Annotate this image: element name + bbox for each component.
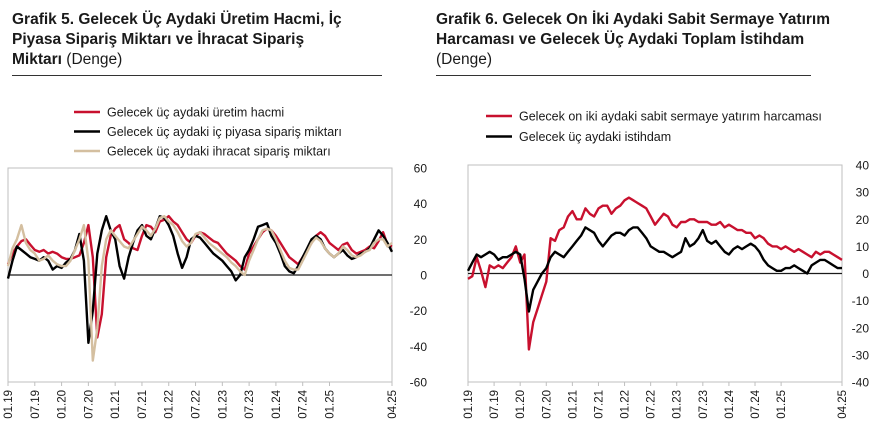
chart-canvas-right: -40 -30 -20 -10 0 10 20 30 40 01.19 07.19 01.20 07.2… [463, 110, 870, 419]
chart-title: Grafik 5. Gelecek Üç Aydaki Üretim Hacmi… [12, 10, 342, 70]
x-tick-label: 07.19 [30, 390, 42, 419]
x-tick-label: 07.24 [750, 389, 762, 418]
chart-title-line: Grafik 5. Gelecek Üç Aydaki Üretim Hacmi… [12, 11, 342, 28]
chart-title-line: Grafik 6. Gelecek On İki Aydaki Sabit Se… [436, 11, 831, 28]
y-tick-label: 20 [856, 213, 870, 227]
x-tick-label: 01.21 [567, 390, 579, 419]
chart-title: Grafik 6. Gelecek On İki Aydaki Sabit Se… [436, 10, 830, 70]
y-tick-label: -60 [410, 376, 428, 390]
y-tick-label: 0 [420, 269, 427, 283]
x-tick-label: 01.22 [620, 390, 632, 419]
series-line-3 [6, 214, 393, 362]
x-tick-label: 01.25 [324, 390, 336, 419]
chart-subtitle: (Denge) [66, 51, 123, 68]
chart-title-line: Harcaması ve Gelecek Üç Aydaki Toplam İs… [436, 31, 805, 48]
y-tick-label: 30 [856, 186, 870, 200]
y-tick-label: -10 [852, 294, 870, 308]
y-tick-label: -40 [852, 376, 870, 390]
legend-label: Gelecek üç aydaki üretim hacmi [107, 106, 284, 120]
x-tick-label: 07.22 [191, 390, 203, 419]
x-tick-label: 07.19 [489, 390, 501, 419]
x-tick-label: 01.20 [515, 390, 527, 419]
x-tick-label: 01.24 [271, 389, 283, 418]
y-tick-label: 60 [414, 162, 428, 176]
y-tick-label: 20 [414, 233, 428, 247]
chart-title-line: Miktarı (Denge) [12, 50, 342, 70]
series-line-1 [467, 196, 843, 351]
y-tick-label: -40 [410, 340, 428, 354]
series-line-2 [466, 226, 842, 313]
x-tick-label: 04.25 [837, 390, 849, 419]
x-tick-label: 01.20 [57, 390, 69, 419]
x-tick-label: 07.22 [646, 390, 658, 419]
title-divider [436, 75, 811, 76]
x-tick-label: 07.24 [298, 389, 310, 418]
y-tick-label: -30 [852, 348, 870, 362]
x-tick-label: 07.20 [83, 390, 95, 419]
chart-panel-left: Grafik 5. Gelecek Üç Aydaki Üretim Hacmi… [0, 0, 440, 437]
chart-subtitle: (Denge) [436, 51, 492, 68]
y-tick-label: 40 [856, 159, 870, 173]
x-tick-label: 07.21 [137, 390, 149, 419]
x-tick-label: 01.19 [463, 390, 475, 419]
chart-title-line: Piyasa Sipariş Miktarı ve İhracat Sipari… [12, 31, 305, 48]
series-line-1 [6, 214, 393, 339]
x-tick-label: 01.22 [164, 390, 176, 419]
y-tick-label: 0 [862, 267, 869, 281]
legend-label: Gelecek üç aydaki ihracat sipariş miktar… [107, 145, 331, 159]
title-divider [12, 75, 382, 76]
legend-label: Gelecek üç aydaki istihdam [519, 130, 671, 144]
x-tick-label: 01.23 [217, 390, 229, 419]
y-tick-label: -20 [852, 321, 870, 335]
x-tick-label: 01.25 [776, 390, 788, 419]
x-tick-label: 07.23 [244, 390, 256, 419]
x-tick-label: 07.23 [698, 390, 710, 419]
y-tick-label: 40 [414, 197, 428, 211]
y-tick-label: 10 [856, 240, 870, 254]
x-tick-label: 07.21 [593, 390, 605, 419]
chart-panel-right: Grafik 6. Gelecek On İki Aydaki Sabit Se… [432, 0, 889, 437]
legend-label: Gelecek üç aydaki iç piyasa sipariş mikt… [107, 125, 342, 139]
x-tick-label: 01.21 [110, 390, 122, 419]
x-tick-label: 04.25 [387, 390, 399, 419]
x-tick-label: 01.24 [724, 389, 736, 418]
y-tick-label: -20 [410, 304, 428, 318]
chart-title-line-3: Miktarı [12, 51, 62, 68]
series-line-2 [6, 214, 394, 344]
x-tick-label: 07.20 [541, 390, 553, 419]
chart-canvas-left: -60 -40 -20 0 20 40 60 01.19 07.19 01.20 07.20 01.2… [3, 106, 428, 419]
legend-label: Gelecek on iki aydaki sabit sermaye yatı… [519, 110, 822, 124]
x-tick-label: 01.19 [3, 390, 15, 419]
x-tick-label: 01.23 [672, 390, 684, 419]
